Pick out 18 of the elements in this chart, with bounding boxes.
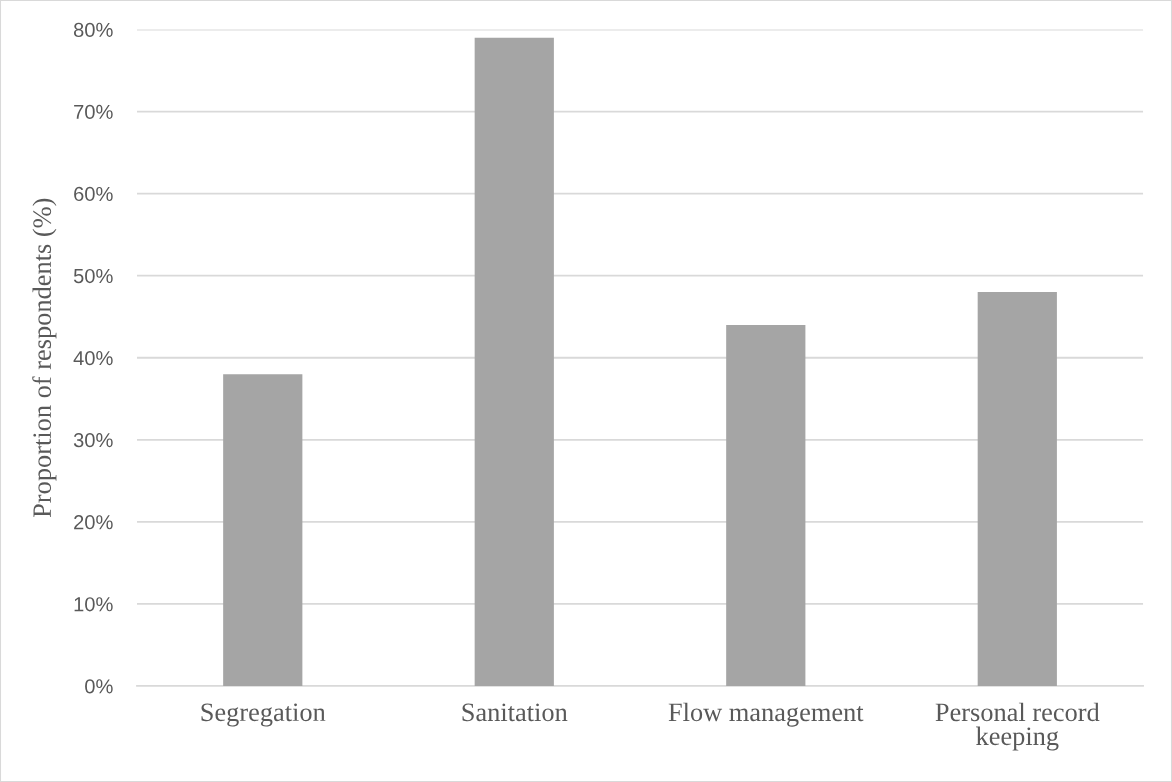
x-tick-label: Personal record keeping [935,702,1100,751]
y-tick-label: 40% [73,350,113,366]
bar [223,374,303,686]
y-tick-label: 70% [74,104,113,120]
bar [726,324,806,686]
x-tick-label: Sanitation [462,703,568,722]
y-tick-label: 10% [74,597,113,612]
bar [977,292,1057,686]
y-axis-title: Proportion of respondents (%) [32,198,57,518]
y-tick-label: 80% [73,22,113,37]
y-tick-label: 60% [74,186,113,202]
x-tick-label: Segregation [201,703,326,727]
y-tick-label: 30% [73,433,113,448]
y-tick-label: 50% [73,268,113,284]
y-tick-label: 0% [85,679,113,694]
bar [474,37,554,686]
y-tick-label: 20% [74,515,113,530]
x-tick-label: Flow management [668,702,864,727]
